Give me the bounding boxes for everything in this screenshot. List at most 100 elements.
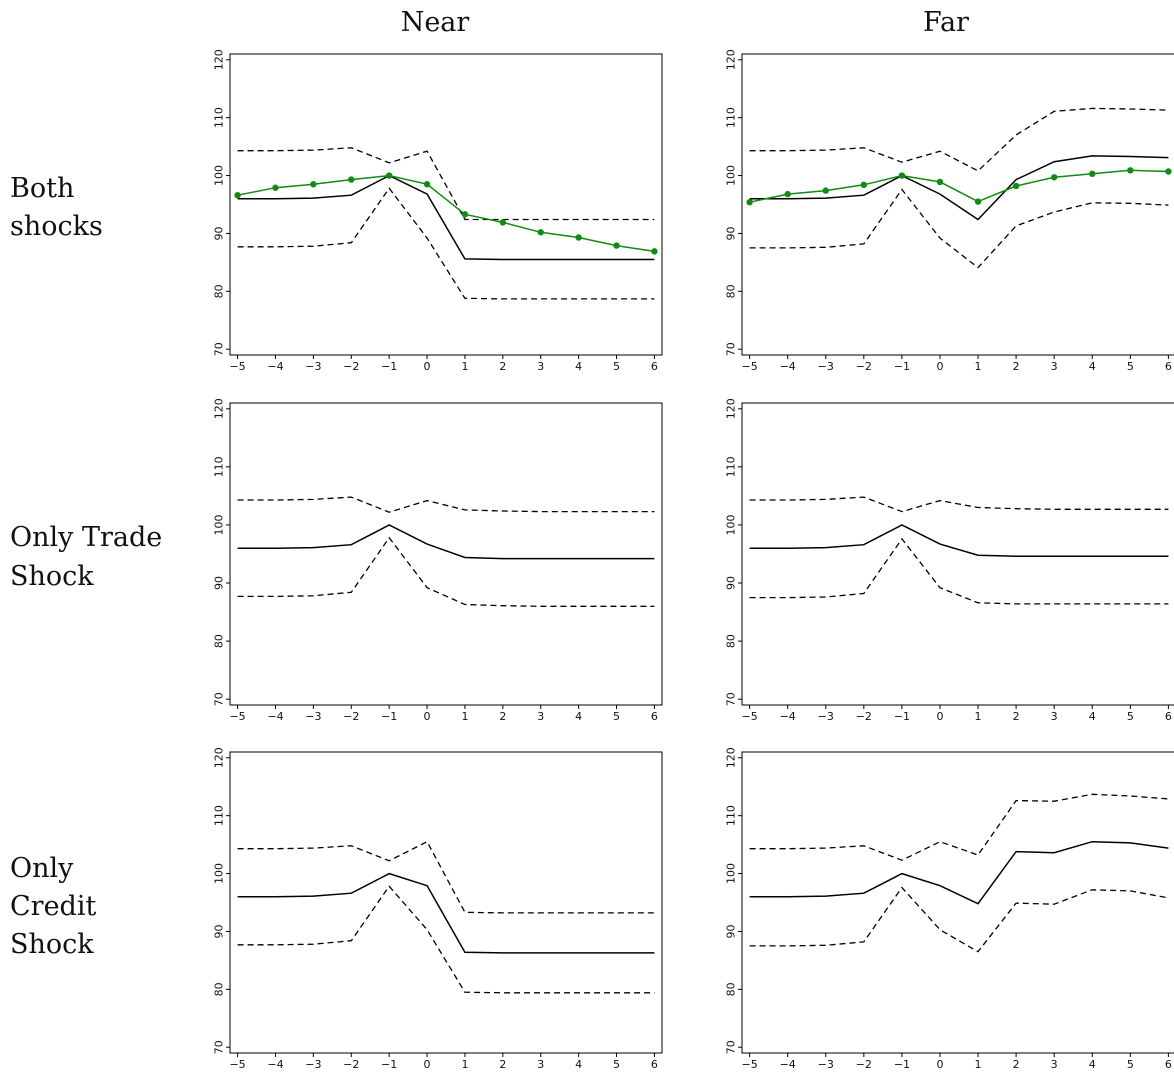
chart-panel: −5 −4 −3 −2 −1 0 1 2 3 4 5 6 70 80 90 100 110 120 bbox=[213, 398, 663, 723]
x-tick-label: 5 bbox=[613, 1058, 620, 1071]
x-tick-label: 4 bbox=[575, 710, 582, 723]
x-tick-label: 1 bbox=[975, 710, 982, 723]
x-tick-label: 4 bbox=[1089, 710, 1096, 723]
observed-point bbox=[385, 172, 393, 179]
row-label-line: Only Trade bbox=[10, 522, 162, 553]
y-tick-label: 110 bbox=[725, 456, 738, 477]
y-tick-label: 80 bbox=[213, 634, 226, 648]
observed-point bbox=[1050, 174, 1058, 181]
y-tick-label: 120 bbox=[725, 398, 738, 419]
y-tick-label: 110 bbox=[213, 456, 226, 477]
x-tick-label: −2 bbox=[343, 1058, 359, 1071]
x-tick-label: 5 bbox=[613, 710, 620, 723]
row-label-only-trade-shock: Only Trade Shock bbox=[10, 522, 171, 592]
confidence-bound-line bbox=[749, 886, 1169, 953]
x-tick-label: 2 bbox=[1013, 710, 1020, 723]
confidence-bound-line bbox=[749, 793, 1169, 861]
y-tick-label: 100 bbox=[213, 165, 226, 186]
plot-frame bbox=[741, 53, 1174, 356]
chart-panel: −5 −4 −3 −2 −1 0 1 2 3 4 5 6 70 80 90 100 110 120 bbox=[725, 49, 1174, 373]
observed-point bbox=[461, 211, 469, 218]
observed-point bbox=[784, 190, 791, 198]
x-tick-label: 0 bbox=[424, 710, 431, 723]
chart-panel: −5 −4 −3 −2 −1 0 1 2 3 4 5 6 70 80 90 100 110 120 bbox=[725, 398, 1174, 723]
x-tick-label: 0 bbox=[936, 1058, 943, 1071]
x-tick-label: 2 bbox=[499, 360, 506, 373]
x-tick-label: −1 bbox=[894, 1058, 910, 1071]
x-tick-label: 4 bbox=[1089, 1058, 1096, 1071]
estimate-line bbox=[749, 155, 1169, 221]
x-tick-label: 6 bbox=[651, 1058, 658, 1071]
y-tick-label: 80 bbox=[725, 982, 738, 996]
row-label-line: Only bbox=[10, 853, 74, 884]
confidence-bound-line bbox=[237, 147, 655, 221]
observed-point bbox=[974, 198, 982, 205]
observed-point bbox=[310, 181, 317, 188]
observed-point bbox=[898, 172, 906, 179]
x-tick-label: −2 bbox=[856, 1058, 872, 1071]
y-tick-label: 70 bbox=[725, 692, 738, 706]
x-tick-label: −3 bbox=[818, 710, 834, 723]
confidence-bound-line bbox=[237, 496, 655, 513]
chart-panel: −5 −4 −3 −2 −1 0 1 2 3 4 5 6 70 80 90 100 110 120 bbox=[725, 747, 1174, 1071]
y-tick-label: 100 bbox=[725, 514, 738, 535]
x-tick-label: −4 bbox=[780, 710, 796, 723]
x-tick-label: −1 bbox=[894, 360, 910, 373]
observed-point bbox=[1089, 170, 1096, 178]
x-tick-label: 2 bbox=[499, 1058, 506, 1071]
x-tick-label: 4 bbox=[1089, 360, 1096, 373]
row-label-line: Shock bbox=[10, 561, 94, 592]
y-tick-label: 110 bbox=[213, 805, 226, 826]
y-tick-label: 90 bbox=[213, 576, 226, 590]
row-label-line: shocks bbox=[10, 211, 103, 242]
observed-point bbox=[272, 184, 279, 191]
estimate-line bbox=[749, 840, 1169, 905]
observed-point bbox=[1012, 182, 1020, 190]
y-tick-label: 120 bbox=[213, 49, 226, 70]
x-tick-label: −4 bbox=[267, 360, 283, 373]
x-tick-label: 5 bbox=[1127, 360, 1134, 373]
x-tick-label: 6 bbox=[1165, 710, 1172, 723]
x-tick-label: 2 bbox=[1013, 1058, 1020, 1071]
x-tick-label: 6 bbox=[1165, 1058, 1172, 1071]
x-tick-label: −4 bbox=[780, 360, 796, 373]
x-tick-label: −2 bbox=[856, 360, 872, 373]
x-tick-label: 3 bbox=[537, 360, 544, 373]
confidence-bound-line bbox=[749, 496, 1169, 513]
y-tick-label: 100 bbox=[213, 863, 226, 884]
x-tick-label: −3 bbox=[305, 360, 321, 373]
estimate-line bbox=[237, 174, 655, 261]
x-tick-label: 4 bbox=[575, 360, 582, 373]
x-tick-label: 0 bbox=[936, 710, 943, 723]
y-tick-label: 100 bbox=[725, 863, 738, 884]
estimate-line bbox=[237, 872, 655, 954]
x-tick-label: −3 bbox=[305, 710, 321, 723]
x-tick-label: 2 bbox=[1013, 360, 1020, 373]
x-tick-label: −5 bbox=[742, 1058, 758, 1071]
y-tick-label: 120 bbox=[725, 49, 738, 70]
observed-point bbox=[575, 234, 582, 241]
x-tick-label: 1 bbox=[975, 1058, 982, 1071]
observed-line bbox=[749, 169, 1169, 203]
x-tick-label: 0 bbox=[424, 360, 431, 373]
plot-frame bbox=[229, 402, 663, 706]
y-tick-label: 70 bbox=[213, 1040, 226, 1054]
x-tick-label: 3 bbox=[1051, 1058, 1058, 1071]
x-tick-label: 1 bbox=[461, 360, 468, 373]
estimate-line bbox=[749, 524, 1169, 558]
y-tick-label: 100 bbox=[213, 514, 226, 535]
x-tick-label: 6 bbox=[651, 360, 658, 373]
observed-point bbox=[1165, 168, 1172, 175]
y-tick-label: 90 bbox=[213, 226, 226, 240]
confidence-bound-line bbox=[749, 188, 1169, 269]
y-tick-label: 100 bbox=[725, 165, 738, 186]
observed-point bbox=[860, 181, 868, 189]
row-label-line: Both bbox=[10, 173, 74, 204]
estimate-line bbox=[237, 524, 655, 560]
y-tick-label: 90 bbox=[213, 924, 226, 938]
y-tick-label: 120 bbox=[725, 747, 738, 768]
observed-point bbox=[936, 178, 944, 186]
x-tick-label: 4 bbox=[575, 1058, 582, 1071]
x-tick-label: 3 bbox=[1051, 710, 1058, 723]
